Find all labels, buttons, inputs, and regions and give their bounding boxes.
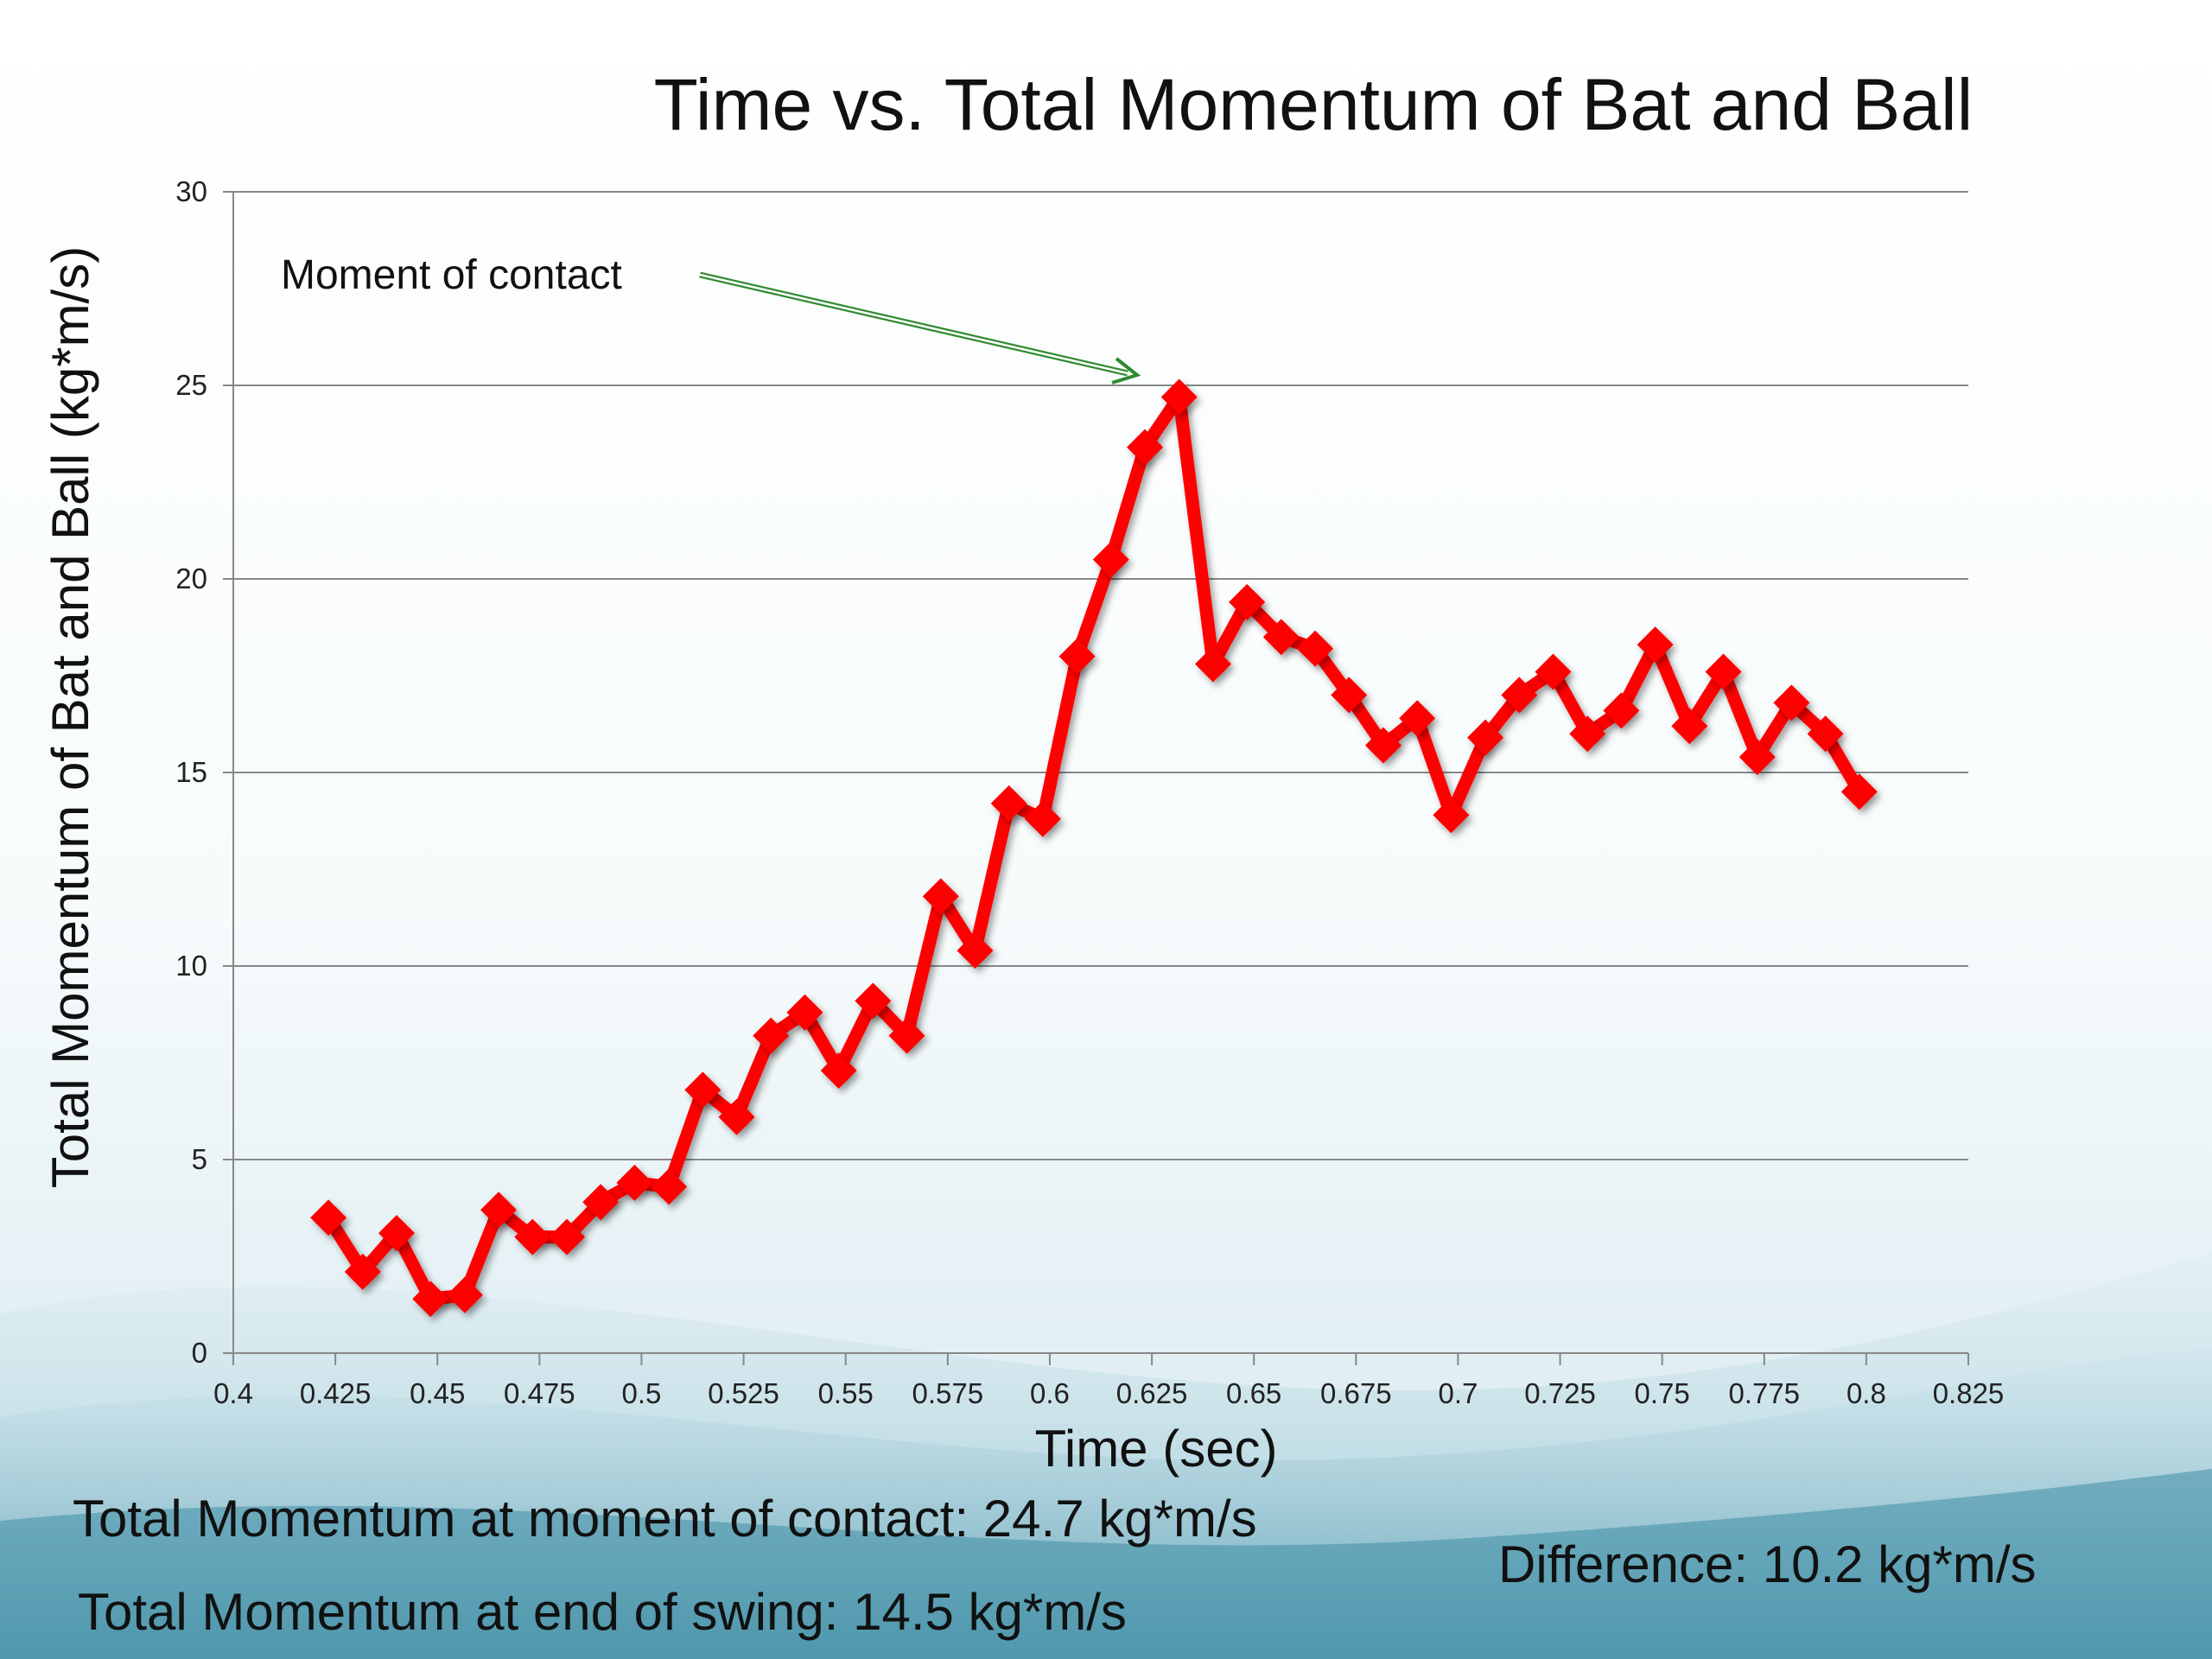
data-point xyxy=(582,1184,620,1221)
x-tick-label: 0.6 xyxy=(1030,1377,1070,1409)
x-tick-label: 0.75 xyxy=(1635,1377,1690,1409)
x-tick-label: 0.575 xyxy=(912,1377,984,1409)
data-point xyxy=(514,1218,551,1255)
y-tick-label: 5 xyxy=(192,1143,207,1175)
data-point xyxy=(786,994,823,1031)
data-point xyxy=(1603,692,1640,729)
grid-lines xyxy=(223,191,1968,1354)
data-point xyxy=(1262,619,1300,656)
data-point xyxy=(718,1098,755,1135)
data-point xyxy=(990,785,1027,822)
data-point xyxy=(684,1071,721,1109)
data-point xyxy=(1297,630,1334,667)
data-point xyxy=(1194,645,1231,683)
series-line xyxy=(321,390,1866,1306)
data-point xyxy=(820,1052,857,1089)
data-point xyxy=(957,932,994,969)
x-tick-label: 0.525 xyxy=(708,1377,779,1409)
series-momentum xyxy=(310,378,1878,1318)
chart-title: Time vs. Total Momentum of Bat and Ball xyxy=(654,64,1974,145)
x-tick-label: 0.675 xyxy=(1320,1377,1392,1409)
data-point xyxy=(446,1276,483,1313)
data-point xyxy=(1501,677,1538,714)
data-point xyxy=(1058,638,1096,675)
y-tick-label: 0 xyxy=(192,1337,207,1369)
data-point xyxy=(616,1164,653,1201)
x-tick-label: 0.7 xyxy=(1438,1377,1478,1409)
data-point xyxy=(378,1215,415,1252)
x-tick-label: 0.4 xyxy=(213,1377,253,1409)
y-tick-label: 10 xyxy=(175,950,207,982)
x-tick-label: 0.45 xyxy=(410,1377,465,1409)
data-point xyxy=(1229,583,1266,620)
x-tick-label: 0.65 xyxy=(1226,1377,1281,1409)
data-point xyxy=(310,1199,347,1236)
data-point xyxy=(1399,700,1436,737)
data-point xyxy=(549,1218,586,1255)
y-tick-label: 20 xyxy=(175,563,207,594)
data-point xyxy=(1364,727,1402,764)
data-point xyxy=(1467,719,1504,756)
data-point xyxy=(922,878,959,915)
data-point xyxy=(753,1017,790,1054)
x-axis-label: Time (sec) xyxy=(1034,1420,1277,1478)
data-point xyxy=(1331,677,1368,714)
note-difference: Difference: 10.2 kg*m/s xyxy=(1498,1535,2037,1593)
data-point xyxy=(1637,626,1674,664)
data-point xyxy=(1738,739,1776,776)
y-tick-label: 15 xyxy=(175,756,207,788)
data-point xyxy=(1569,715,1606,753)
data-point xyxy=(855,982,892,1020)
data-point xyxy=(1807,715,1844,753)
data-point xyxy=(1024,800,1061,837)
note-end-momentum: Total Momentum at end of swing: 14.5 kg*… xyxy=(78,1583,1127,1641)
x-tick-label: 0.425 xyxy=(300,1377,372,1409)
data-point xyxy=(1773,684,1810,721)
annotation-arrow-head xyxy=(1111,357,1141,385)
x-tick-label: 0.5 xyxy=(622,1377,662,1409)
data-point xyxy=(1840,773,1878,810)
x-tick-label: 0.475 xyxy=(504,1377,575,1409)
data-point xyxy=(1433,797,1470,834)
x-tick-label: 0.55 xyxy=(818,1377,874,1409)
annotation-arrow-line-inner xyxy=(699,273,1128,375)
data-point xyxy=(651,1168,688,1205)
data-point xyxy=(344,1253,381,1290)
data-point xyxy=(480,1192,518,1229)
x-tick-label: 0.825 xyxy=(1933,1377,2005,1409)
y-tick-label: 30 xyxy=(175,175,207,207)
x-tick-label: 0.725 xyxy=(1524,1377,1596,1409)
data-point xyxy=(1535,653,1572,690)
x-tick-label: 0.625 xyxy=(1116,1377,1188,1409)
x-tick-label: 0.8 xyxy=(1847,1377,1886,1409)
data-point xyxy=(412,1281,449,1318)
data-point xyxy=(1127,429,1164,466)
data-point xyxy=(1671,708,1708,745)
annotation-moment-of-contact: Moment of contact xyxy=(281,252,1141,385)
y-tick-label: 25 xyxy=(175,369,207,401)
data-point xyxy=(1705,653,1742,690)
data-point xyxy=(1160,378,1198,416)
note-contact-momentum: Total Momentum at moment of contact: 24.… xyxy=(73,1490,1257,1548)
x-ticks xyxy=(232,1353,1969,1365)
y-tick-labels: 0 5 10 15 20 25 30 xyxy=(175,175,207,1369)
data-point xyxy=(888,1017,925,1054)
background-wave-front xyxy=(0,1469,2212,1659)
data-point xyxy=(1092,541,1129,578)
annotation-label: Moment of contact xyxy=(281,252,622,298)
x-tick-label: 0.775 xyxy=(1728,1377,1800,1409)
x-tick-labels: 0.4 0.425 0.45 0.475 0.5 0.525 0.55 0.575 0.6 0.6… xyxy=(213,1377,2004,1409)
y-axis-label: Total Momentum of Bat and Ball (kg*m/s) xyxy=(41,246,99,1188)
